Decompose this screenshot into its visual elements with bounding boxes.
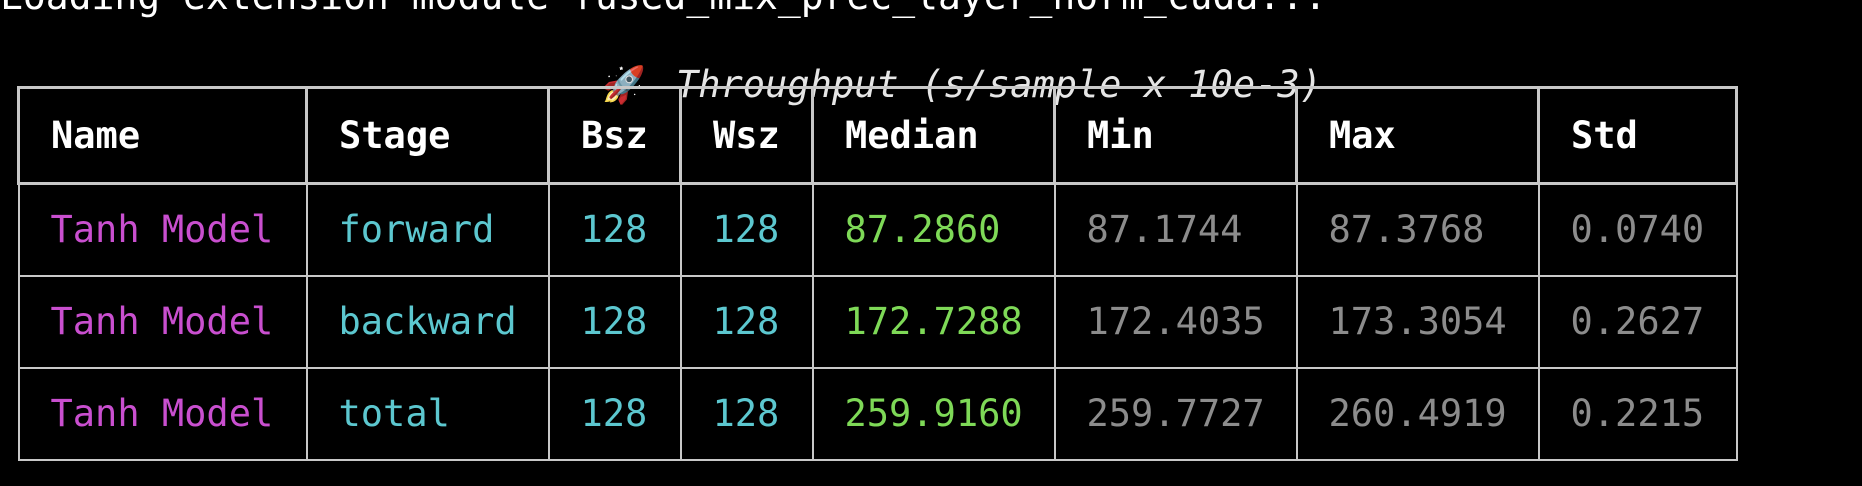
table-row: Tanh Model forward 128 128 87.2860 87.17… <box>17 182 1738 277</box>
throughput-table: Name Stage Bsz Wsz Median Min Max Std Ta… <box>17 86 1738 461</box>
cell-stage: total <box>305 366 550 461</box>
table-row: Tanh Model total 128 128 259.9160 259.77… <box>17 366 1738 461</box>
cell-min: 172.4035 <box>1053 274 1298 369</box>
column-header-max: Max <box>1295 86 1540 185</box>
table-row: Tanh Model backward 128 128 172.7288 172… <box>17 274 1738 369</box>
cell-median: 172.7288 <box>811 274 1056 369</box>
column-header-stage: Stage <box>305 86 550 185</box>
cell-median: 87.2860 <box>811 182 1056 277</box>
cell-stage: forward <box>305 182 550 277</box>
cell-max: 173.3054 <box>1295 274 1540 369</box>
table-title: 🚀 Throughput (s/sample x 10e-3) <box>512 16 1322 106</box>
cell-wsz: 128 <box>679 366 814 461</box>
cell-min: 259.7727 <box>1053 366 1298 461</box>
cell-max: 260.4919 <box>1295 366 1540 461</box>
cell-median: 259.9160 <box>811 366 1056 461</box>
column-header-wsz: Wsz <box>679 86 814 185</box>
cell-bsz: 128 <box>547 274 682 369</box>
cell-name: Tanh Model <box>17 366 308 461</box>
cell-bsz: 128 <box>547 182 682 277</box>
cell-name: Tanh Model <box>17 274 308 369</box>
cell-stage: backward <box>305 274 550 369</box>
log-line: Loading extension module fused_mix_prec_… <box>0 0 1327 15</box>
cell-std: 0.2627 <box>1537 274 1738 369</box>
cell-wsz: 128 <box>679 182 814 277</box>
cell-min: 87.1744 <box>1053 182 1298 277</box>
cell-std: 0.0740 <box>1537 182 1738 277</box>
header-row: Name Stage Bsz Wsz Median Min Max Std <box>17 86 1738 185</box>
column-header-name: Name <box>17 86 308 185</box>
column-header-bsz: Bsz <box>547 86 682 185</box>
column-header-std: Std <box>1537 86 1738 185</box>
cell-wsz: 128 <box>679 274 814 369</box>
cell-name: Tanh Model <box>17 182 308 277</box>
cell-std: 0.2215 <box>1537 366 1738 461</box>
column-header-median: Median <box>811 86 1056 185</box>
cell-bsz: 128 <box>547 366 682 461</box>
cell-max: 87.3768 <box>1295 182 1540 277</box>
column-header-min: Min <box>1053 86 1298 185</box>
